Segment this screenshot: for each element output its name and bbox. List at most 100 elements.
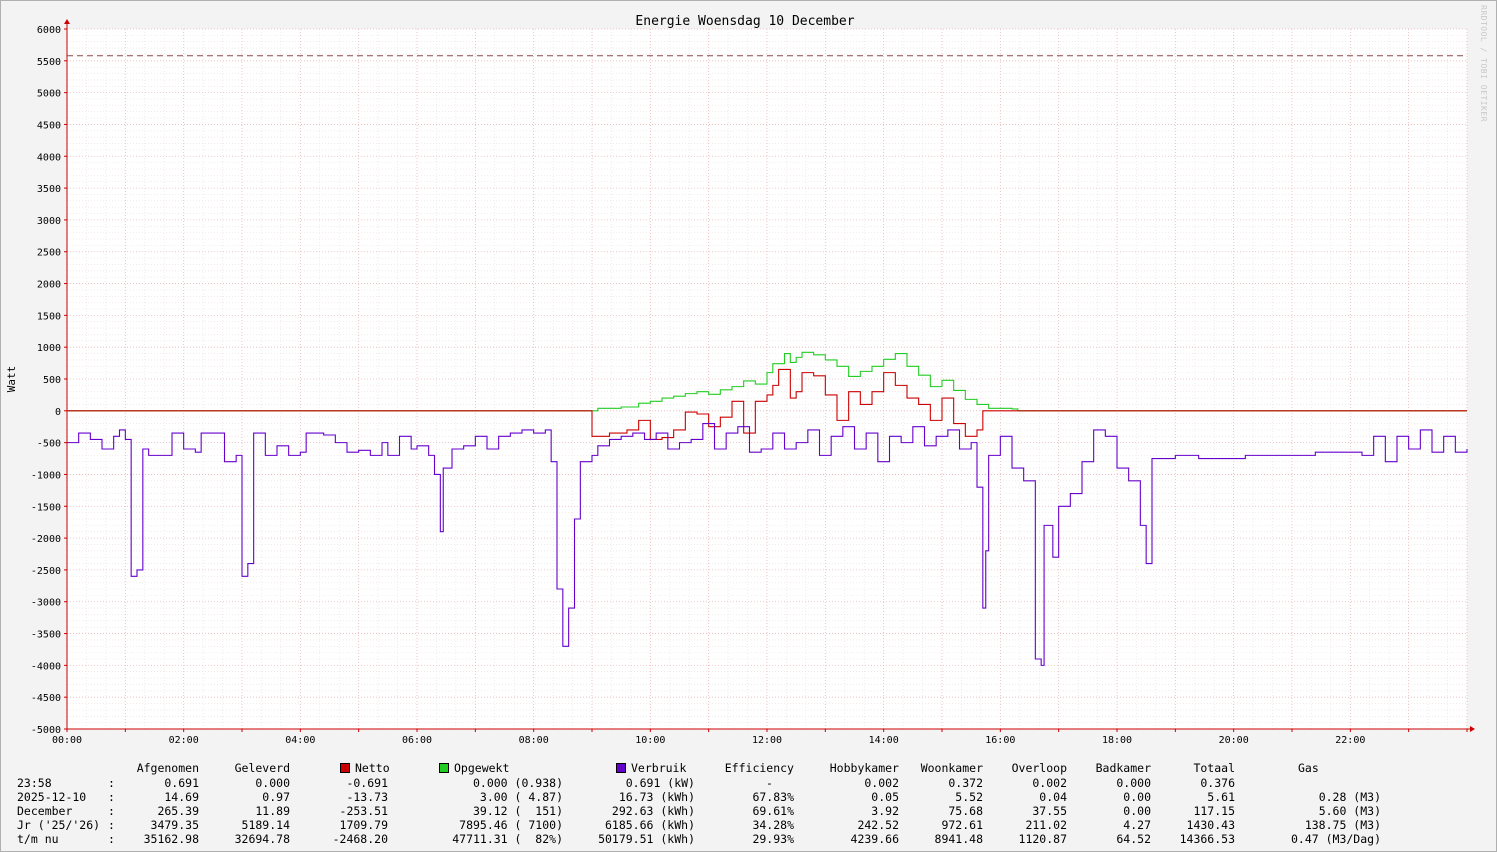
y-tick-label: 3000 xyxy=(37,216,61,227)
legend-value-verbruik: 6185.66 (kWh) xyxy=(604,818,695,832)
legend-value-badkamer: 0.00 xyxy=(1123,804,1151,818)
legend-header-overloop: Overloop xyxy=(1011,761,1067,775)
x-tick-label: 02:00 xyxy=(169,735,199,746)
legend-value-overloop: 0.002 xyxy=(1032,776,1067,790)
y-tick-label: -4000 xyxy=(31,661,61,672)
legend-value-opgewekt: 47711.31 ( 82%) xyxy=(452,832,563,846)
x-tick-label: 08:00 xyxy=(519,735,549,746)
legend-header-woonkamer: Woonkamer xyxy=(920,761,983,775)
y-tick-label: -4500 xyxy=(31,693,61,704)
x-tick-label: 18:00 xyxy=(1102,735,1132,746)
y-tick-label: -3000 xyxy=(31,598,61,609)
legend-header-geleverd: Geleverd xyxy=(234,761,290,775)
legend-value-verbruik: 292.63 (kWh) xyxy=(611,804,695,818)
legend-swatch-opgewekt xyxy=(439,763,449,773)
legend-value-hobbykamer: 0.002 xyxy=(864,776,899,790)
x-axis-arrow xyxy=(1470,726,1475,732)
legend-value-hobbykamer: 242.52 xyxy=(857,818,899,832)
x-tick-label: 00:00 xyxy=(52,735,82,746)
legend-value-efficiency: 34.28% xyxy=(752,818,794,832)
legend-row-separator: : xyxy=(108,832,115,846)
y-tick-label: -3500 xyxy=(31,630,61,641)
legend-value-gas: 138.75 (M3) xyxy=(1304,818,1381,832)
y-tick-label: 5500 xyxy=(37,57,61,68)
legend-row-separator: : xyxy=(108,790,115,804)
legend-value-netto: -2468.20 xyxy=(332,832,388,846)
x-tick-label: 20:00 xyxy=(1219,735,1249,746)
legend-value-woonkamer: 75.68 xyxy=(948,804,983,818)
legend-row-label: Jr ('25/'26) xyxy=(17,818,101,832)
legend-value-opgewekt: 39.12 ( 151) xyxy=(472,804,563,818)
y-tick-label: -1000 xyxy=(31,470,61,481)
legend-row-label: 23:58 xyxy=(17,776,52,790)
legend-value-badkamer: 0.000 xyxy=(1116,776,1151,790)
legend-value-gas: 0.28 (M3) xyxy=(1318,790,1381,804)
legend-value-woonkamer: 8941.48 xyxy=(934,832,983,846)
legend-value-hobbykamer: 4239.66 xyxy=(850,832,899,846)
legend-value-efficiency: 67.83% xyxy=(752,790,794,804)
x-tick-label: 04:00 xyxy=(285,735,315,746)
y-axis-arrow xyxy=(64,19,70,24)
legend-value-netto: -13.73 xyxy=(346,790,388,804)
legend-row-separator: : xyxy=(108,804,115,818)
legend-value-totaal: 1430.43 xyxy=(1186,818,1235,832)
x-tick-label: 22:00 xyxy=(1335,735,1365,746)
legend-value-opgewekt: 0.000 (0.938) xyxy=(472,776,563,790)
y-tick-label: 1500 xyxy=(37,311,61,322)
legend-value-geleverd: 0.97 xyxy=(262,790,290,804)
legend-value-totaal: 14366.53 xyxy=(1179,832,1235,846)
series-layer xyxy=(67,55,1468,666)
x-tick-label: 14:00 xyxy=(869,735,899,746)
legend-value-afgenomen: 35162.98 xyxy=(143,832,199,846)
legend-header-verbruik: Verbruik xyxy=(616,761,686,775)
legend-header-opgewekt: Opgewekt xyxy=(439,761,509,775)
series-line-netto xyxy=(67,368,1467,441)
legend-value-opgewekt: 3.00 ( 4.87) xyxy=(479,790,563,804)
legend-value-geleverd: 0.000 xyxy=(255,776,290,790)
legend-header-afgenomen: Afgenomen xyxy=(136,761,199,775)
legend-value-badkamer: 0.00 xyxy=(1123,790,1151,804)
legend-value-verbruik: 16.73 (kWh) xyxy=(618,790,695,804)
legend-value-afgenomen: 0.691 xyxy=(164,776,199,790)
legend-row-separator: : xyxy=(108,776,115,790)
legend-value-verbruik: 50179.51 (kWh) xyxy=(598,832,695,846)
y-tick-label: 4000 xyxy=(37,152,61,163)
legend-value-totaal: 0.376 xyxy=(1200,776,1235,790)
y-tick-label: 5000 xyxy=(37,89,61,100)
x-tick-label: 16:00 xyxy=(985,735,1015,746)
legend-header-efficiency: Efficiency xyxy=(724,761,794,775)
legend-row-label: t/m nu xyxy=(17,832,59,846)
energy-chart: 6000550050004500400035003000250020001500… xyxy=(5,14,1475,746)
legend-value-efficiency: 69.61% xyxy=(752,804,794,818)
y-tick-label: 0 xyxy=(55,407,61,418)
legend-swatch-verbruik xyxy=(616,763,626,773)
legend-header-hobbykamer: Hobbykamer xyxy=(829,761,899,775)
legend-value-netto: -253.51 xyxy=(339,804,388,818)
grid-minor xyxy=(67,29,1467,729)
chart-title: Energie Woensdag 10 December xyxy=(635,14,854,29)
legend-row-label: December xyxy=(17,804,73,818)
legend-swatch-netto xyxy=(340,763,350,773)
legend-header-netto: Netto xyxy=(340,761,390,775)
legend-value-gas: 5.60 (M3) xyxy=(1318,804,1381,818)
legend-value-totaal: 117.15 xyxy=(1193,804,1235,818)
legend-value-verbruik: 0.691 (kW) xyxy=(625,776,695,790)
legend-value-opgewekt: 7895.46 ( 7100) xyxy=(459,818,563,832)
legend-value-totaal: 5.61 xyxy=(1207,790,1235,804)
legend-value-gas: 0.47 (M3/Dag) xyxy=(1290,832,1381,846)
legend-value-overloop: 37.55 xyxy=(1032,804,1067,818)
legend-value-netto: 1709.79 xyxy=(339,818,388,832)
legend-value-badkamer: 4.27 xyxy=(1123,818,1151,832)
y-tick-label: 3500 xyxy=(37,184,61,195)
y-tick-label: 2000 xyxy=(37,280,61,291)
legend-row-label: 2025-12-10 xyxy=(17,790,87,804)
legend-value-geleverd: 11.89 xyxy=(255,804,290,818)
y-axis-label: Watt xyxy=(5,366,18,393)
y-tick-label: 500 xyxy=(43,375,61,386)
legend-value-woonkamer: 972.61 xyxy=(941,818,983,832)
series-line-opgewekt xyxy=(67,351,1467,412)
series-line-verbruik xyxy=(67,422,1468,666)
legend-value-geleverd: 5189.14 xyxy=(241,818,290,832)
rrdtool-watermark: RRDTOOL / TOBI OETIKER xyxy=(1479,5,1488,122)
x-tick-label: 12:00 xyxy=(752,735,782,746)
